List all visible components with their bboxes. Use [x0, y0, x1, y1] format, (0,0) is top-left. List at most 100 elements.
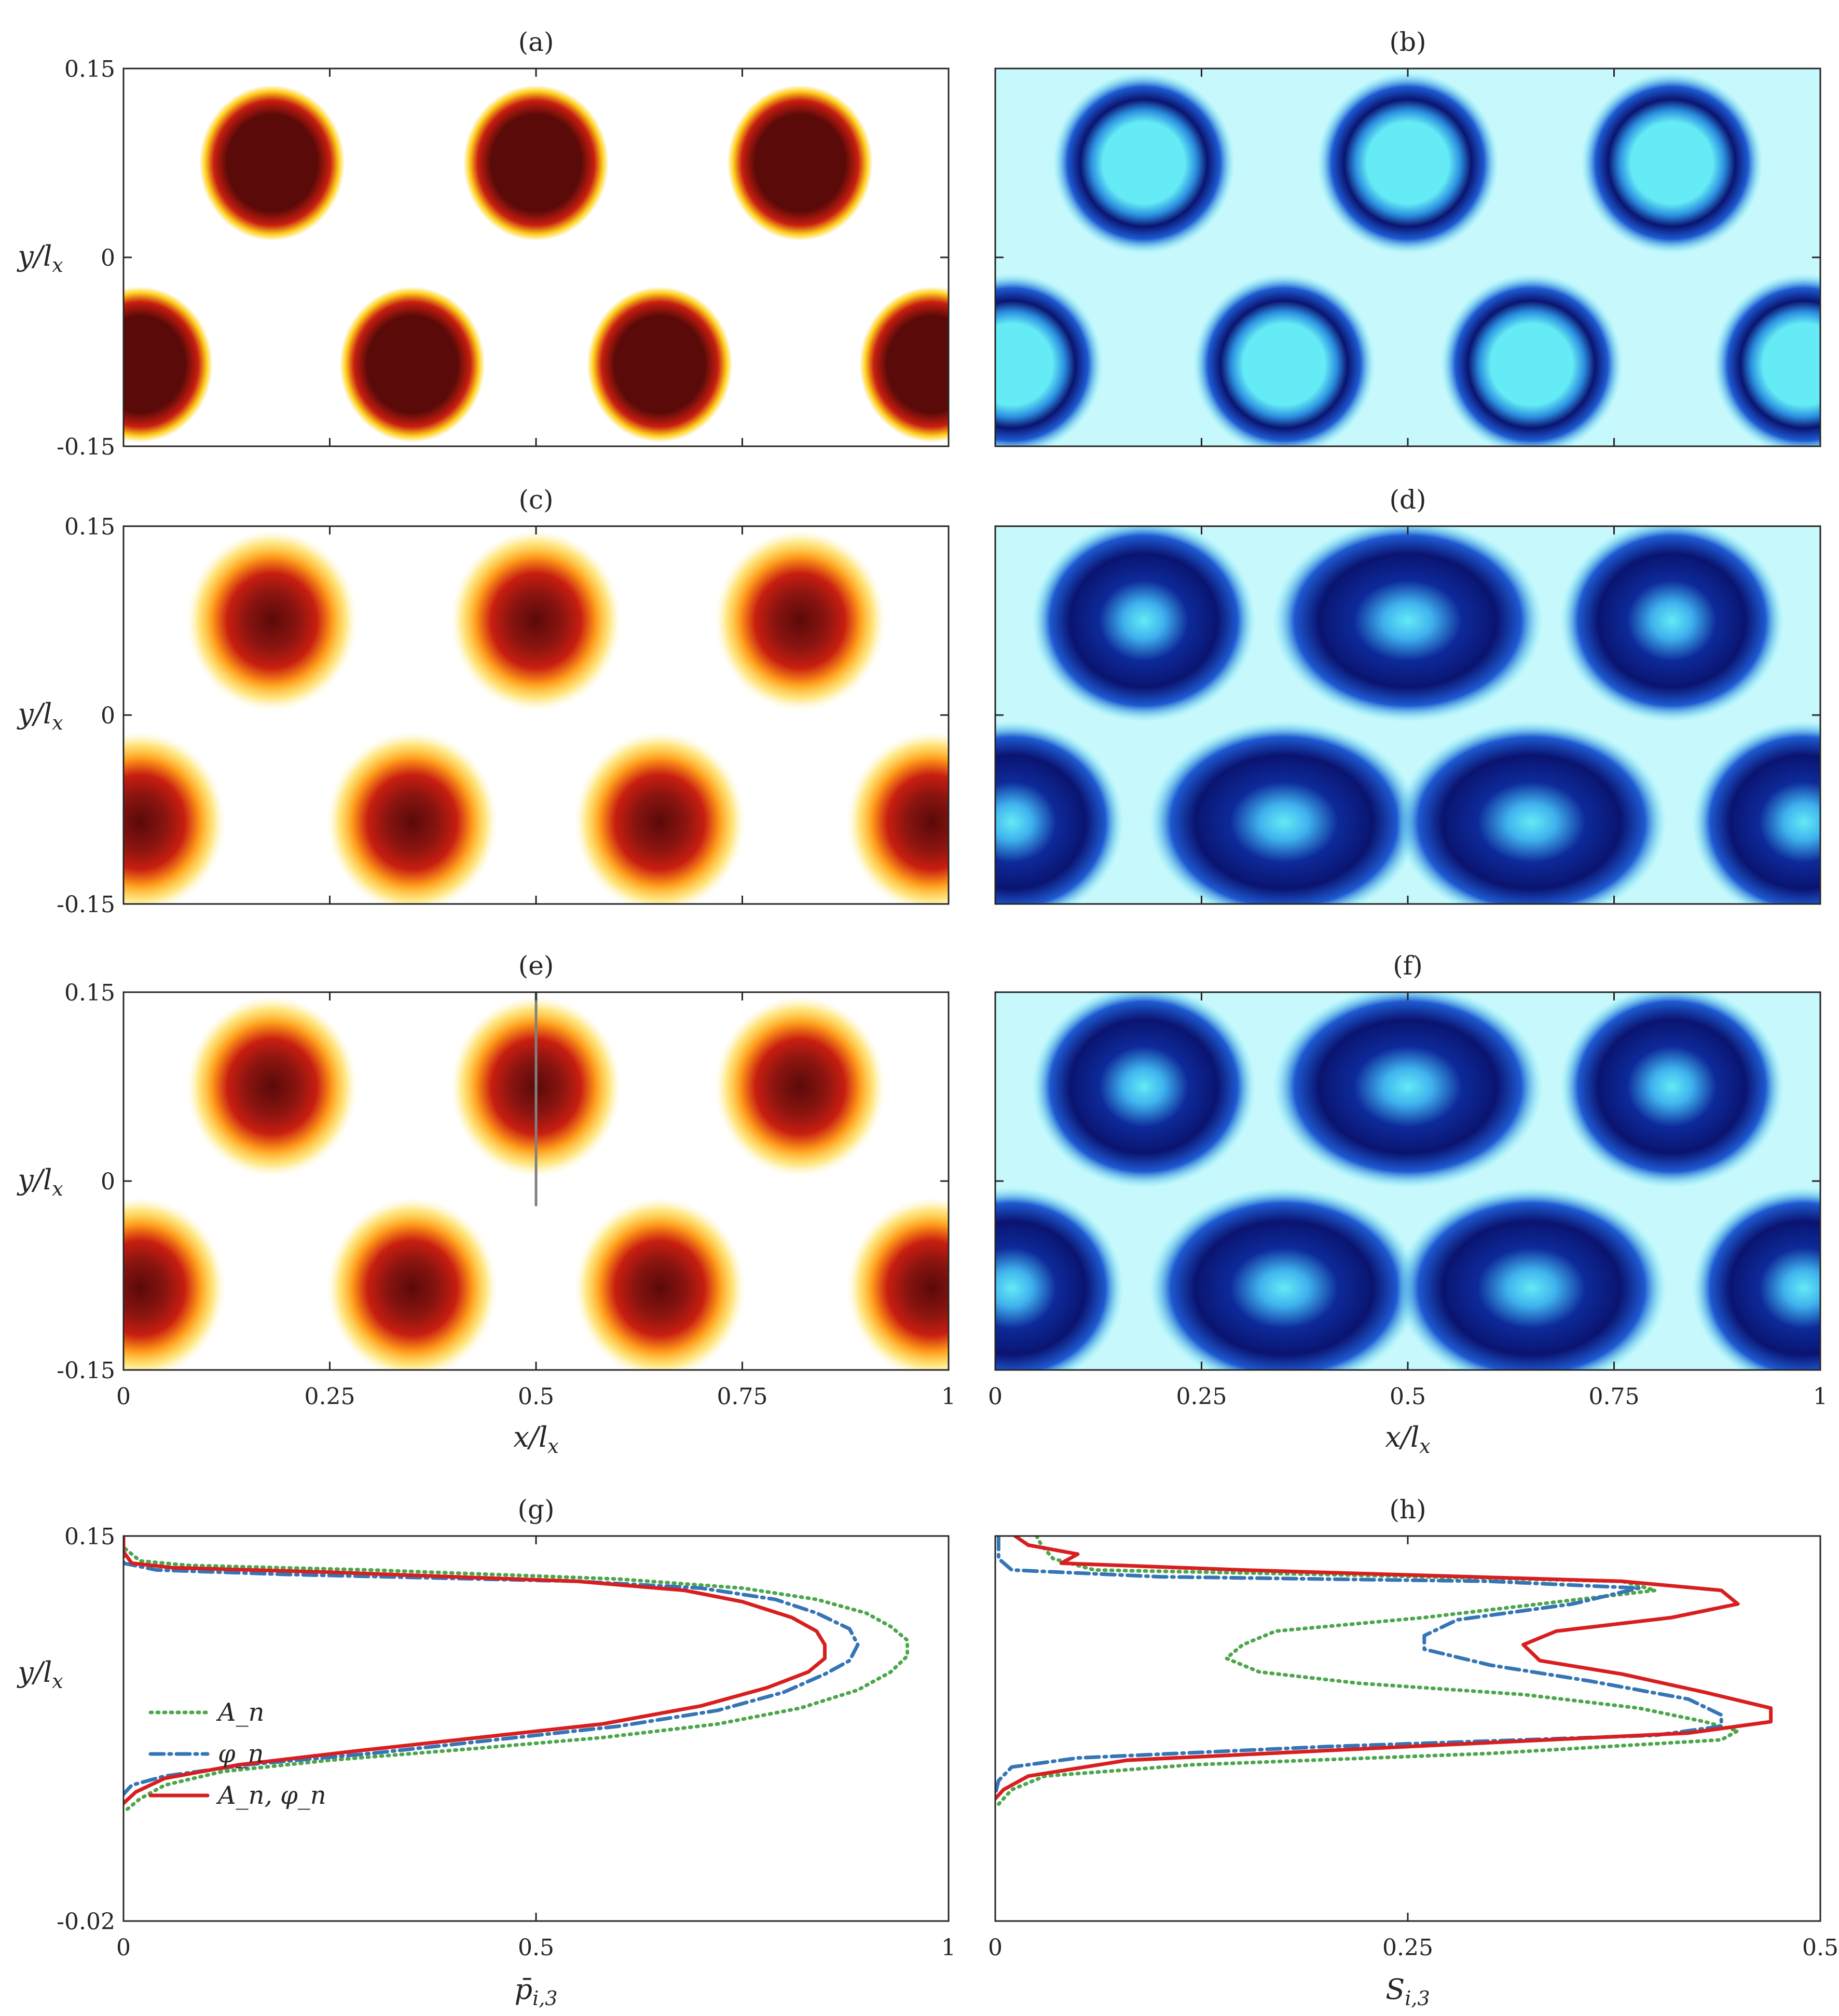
x-tick-label: 1: [1813, 1383, 1828, 1410]
x-tick-label: 0: [988, 1383, 1003, 1410]
y-tick-label: -0.15: [57, 1357, 115, 1384]
map-panel-f: (f) 0 0.25 0.5 0.75 1 x/lx: [988, 951, 1828, 1458]
y-tick-label: -0.15: [57, 892, 115, 918]
series-line-dotted: [995, 1536, 1740, 1810]
map-blob: [1396, 721, 1667, 904]
map-blob: [995, 721, 1123, 904]
panel-title: (b): [1389, 27, 1426, 57]
map-blob: [574, 731, 746, 904]
y-tick-label: 0.15: [64, 1524, 115, 1550]
map-panel-b: (b): [994, 27, 1821, 447]
map-blob: [1317, 72, 1499, 254]
y-axis-label: y/lx: [17, 697, 63, 734]
y-tick-label: 0.15: [64, 980, 115, 1006]
panel-title: (c): [518, 485, 553, 515]
legend-label: A_n: [216, 1698, 265, 1727]
map-blob: [1273, 992, 1543, 1188]
map-blob: [574, 1197, 746, 1370]
x-tick-label: 1: [941, 1383, 956, 1410]
legend: A_n φ_n A_n, φ_n: [148, 1698, 326, 1810]
map-blob: [714, 996, 886, 1177]
plot-area: [123, 1536, 949, 1921]
map-blob: [846, 731, 949, 904]
map-blob: [1713, 273, 1820, 446]
map-blob: [1396, 1187, 1667, 1370]
y-tick-label: -0.15: [57, 434, 115, 460]
map-blob: [326, 1197, 498, 1370]
map-panels: (a)0.150-0.15y/lx(b)(c)0.150-0.15y/lx(d)…: [17, 27, 1828, 1458]
x-tick-label: 0.25: [1176, 1383, 1227, 1410]
panel-title: (g): [517, 1494, 554, 1525]
map-blob: [1560, 992, 1783, 1188]
series-line-solid: [995, 1536, 1773, 1801]
map-panel-c: (c) 0.15 0 -0.15 y/lx: [17, 485, 950, 918]
map-panel-e: (e)0 0.25 0.5 0.75 10.150-0.15y/lxx/lx: [17, 951, 956, 1458]
x-tick-label: 0: [988, 1935, 1003, 1961]
map-blob: [1560, 526, 1783, 722]
map-blob: [1032, 526, 1256, 722]
map-blob: [326, 731, 498, 904]
map-blob: [1692, 1187, 1820, 1370]
y-axis-label: y/lx: [17, 1656, 63, 1693]
panel-title: (d): [1389, 485, 1426, 515]
line-panel-h: (h) 0 0.25 0.5 Si,3: [988, 1494, 1838, 2010]
map-blob: [1149, 721, 1419, 904]
x-tick-label: 0.5: [1802, 1935, 1838, 1961]
map-blob: [1032, 992, 1256, 1188]
line-panel-g: (g) 0 0.5 1 0.15 -0.02 p̄i,3 y/lx A_n φ_n A_n, φ_n: [17, 1494, 956, 2010]
map-blob: [463, 85, 609, 241]
x-axis-label: x/lx: [1385, 1421, 1430, 1458]
map-blob: [123, 1197, 226, 1370]
map-blob: [859, 286, 949, 443]
y-tick-label: -0.02: [57, 1909, 115, 1935]
series-line-solid: [123, 1536, 827, 1805]
panel-title: (f): [1393, 951, 1423, 981]
map-blob: [1193, 273, 1375, 446]
y-tick-label: 0: [101, 703, 115, 729]
panel-title: (a): [518, 27, 554, 57]
plot-area: [995, 1536, 1820, 1921]
map-blob: [199, 85, 345, 241]
map-blob: [186, 996, 358, 1177]
panel-title: (e): [518, 951, 554, 981]
map-blob: [1149, 1187, 1419, 1370]
map-blob: [1692, 721, 1820, 904]
panel-title: (h): [1389, 1494, 1426, 1525]
x-tick-label: 0.5: [518, 1935, 554, 1961]
x-tick-label: 0.25: [305, 1383, 355, 1410]
map-blob: [123, 286, 213, 443]
x-tick-label: 0.25: [1382, 1935, 1433, 1961]
series-line-dashdot: [995, 1536, 1723, 1796]
x-axis-label: Si,3: [1385, 1973, 1430, 2010]
map-blob: [587, 286, 733, 443]
x-tick-label: 0.5: [1390, 1383, 1426, 1410]
map-blob: [450, 530, 622, 711]
map-blob: [1053, 72, 1235, 254]
series-line-dashdot: [123, 1536, 860, 1796]
map-blob: [846, 1197, 949, 1370]
x-tick-label: 0: [116, 1383, 131, 1410]
x-tick-label: 0: [116, 1935, 131, 1961]
map-blob: [123, 731, 226, 904]
x-axis-label: x/lx: [513, 1421, 558, 1458]
x-tick-label: 0.75: [1589, 1383, 1640, 1410]
map-blob: [1440, 273, 1623, 446]
map-blob: [1581, 72, 1763, 254]
x-tick-label: 1: [941, 1935, 956, 1961]
y-tick-label: 0: [101, 245, 115, 271]
y-axis-label: y/lx: [17, 240, 63, 277]
line-panels: (g) 0 0.5 1 0.15 -0.02 p̄i,3 y/lx A_n φ_n A_n, φ_n…: [17, 1494, 1838, 2010]
map-blob: [995, 1187, 1123, 1370]
y-tick-label: 0.15: [64, 56, 115, 83]
map-blob: [714, 530, 886, 711]
map-blob: [995, 273, 1103, 446]
y-tick-label: 0.15: [64, 514, 115, 540]
legend-label: φ_n: [218, 1739, 264, 1768]
x-axis-label: p̄i,3: [515, 1973, 558, 2010]
map-blob: [1273, 526, 1543, 722]
map-panel-a: (a) 0.15 0 -0.15 y/lx: [17, 27, 950, 460]
x-tick-label: 0.5: [518, 1383, 554, 1410]
map-blob: [186, 530, 358, 711]
y-tick-label: 0: [101, 1169, 115, 1195]
